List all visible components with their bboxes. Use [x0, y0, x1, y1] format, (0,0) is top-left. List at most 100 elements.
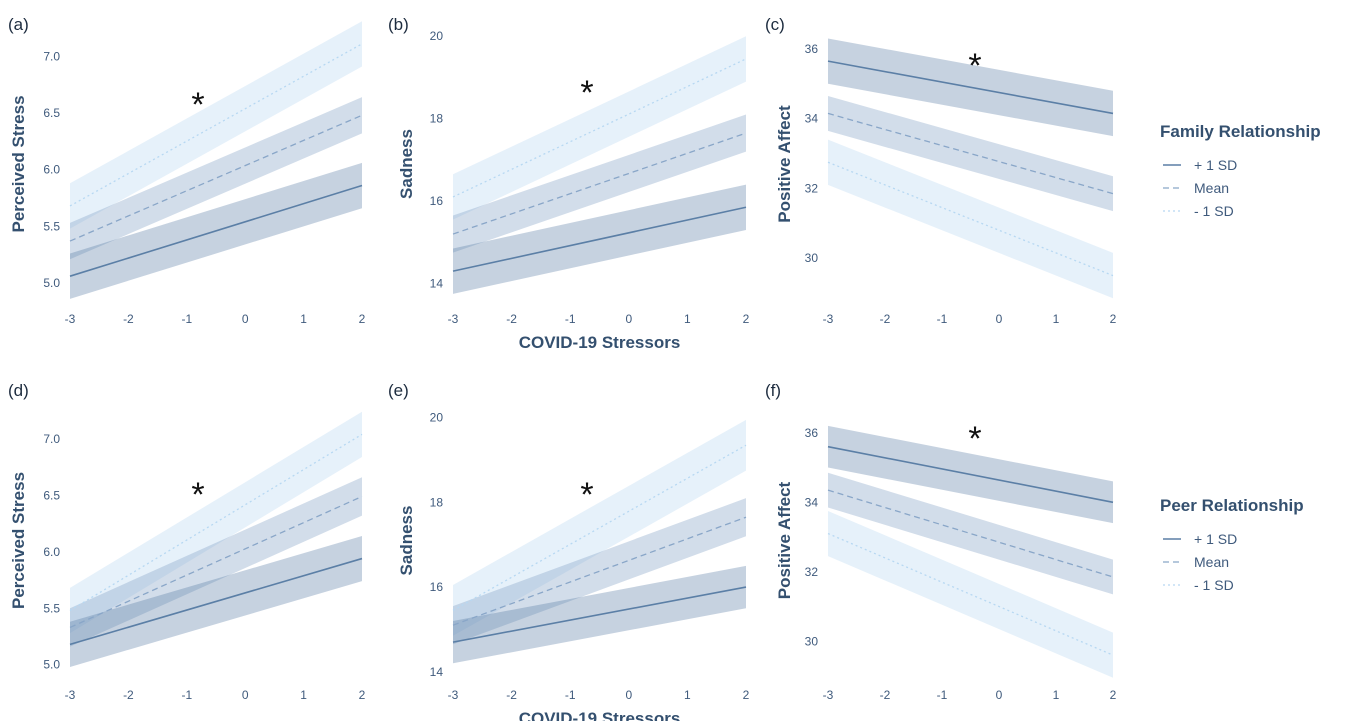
- x-tick-label: 1: [300, 312, 307, 326]
- confidence-band-mean: [70, 97, 362, 260]
- panel-label: (b): [388, 15, 409, 34]
- x-tick-label: 2: [1110, 312, 1117, 326]
- x-tick-label: -2: [880, 312, 891, 326]
- panel-label: (a): [8, 15, 29, 34]
- series-line-high: [827, 445, 1114, 504]
- legend-item-label: + 1 SD: [1194, 157, 1237, 173]
- y-tick-label: 7.0: [43, 49, 60, 63]
- y-axis-label: Sadness: [397, 129, 416, 199]
- y-tick-label: 18: [430, 112, 444, 126]
- y-tick-label: 6.5: [43, 106, 60, 120]
- panel-label: (d): [8, 381, 29, 400]
- series-line-low: [827, 161, 1114, 277]
- panel-f: -3 -2 -1 0 1 2 30 32 34 36 Positive Affect (f) *: [765, 381, 1117, 702]
- series-line-high: [452, 206, 747, 272]
- y-tick-label: 7.0: [43, 432, 60, 446]
- x-tick-label: 2: [743, 312, 750, 326]
- series-line-low: [69, 433, 363, 612]
- x-tick-label: -1: [937, 688, 948, 702]
- y-tick-label: 5.5: [43, 219, 60, 233]
- x-tick-label: -3: [823, 688, 834, 702]
- x-tick-label: 1: [1053, 688, 1060, 702]
- x-tick-label: 0: [996, 312, 1003, 326]
- y-tick-label: 32: [805, 181, 819, 195]
- significance-star: *: [191, 86, 204, 124]
- y-tick-label: 16: [430, 580, 444, 594]
- legend-item-label: Mean: [1194, 180, 1229, 196]
- y-tick-label: 18: [430, 495, 444, 509]
- x-tick-label: -3: [65, 312, 76, 326]
- confidence-band-mean: [828, 472, 1113, 595]
- legend-item-label: - 1 SD: [1194, 203, 1234, 219]
- y-tick-label: 36: [805, 42, 819, 56]
- x-axis-label: COVID-19 Stressors: [519, 709, 681, 721]
- x-tick-label: 0: [242, 688, 249, 702]
- x-tick-label: -2: [880, 688, 891, 702]
- panel-label: (c): [765, 15, 785, 34]
- series-line-mean: [69, 495, 363, 629]
- series-line-high: [827, 60, 1114, 115]
- y-tick-label: 6.0: [43, 163, 60, 177]
- confidence-band-low: [828, 139, 1113, 299]
- y-tick-label: 14: [430, 277, 444, 291]
- y-axis-label: Positive Affect: [775, 481, 794, 599]
- x-tick-label: 2: [359, 688, 366, 702]
- legend-title: Family Relationship: [1160, 122, 1321, 141]
- x-tick-label: -3: [823, 312, 834, 326]
- panel-c: -3 -2 -1 0 1 2 30 32 34 36 Positive Affect (c) *: [765, 15, 1117, 326]
- significance-star: *: [968, 47, 981, 85]
- x-tick-label: 1: [684, 312, 691, 326]
- y-tick-label: 5.5: [43, 601, 60, 615]
- y-tick-label: 30: [805, 251, 819, 265]
- y-tick-label: 30: [805, 634, 819, 648]
- x-tick-label: 0: [996, 688, 1003, 702]
- significance-star: *: [580, 74, 593, 112]
- x-tick-label: 1: [1053, 312, 1060, 326]
- legend-item-label: Mean: [1194, 554, 1229, 570]
- panel-label: (e): [388, 381, 409, 400]
- legend-item-label: + 1 SD: [1194, 531, 1237, 547]
- series-line-low: [452, 444, 747, 611]
- x-tick-label: 0: [625, 312, 632, 326]
- panel-label: (f): [765, 381, 781, 400]
- x-tick-label: 2: [359, 312, 366, 326]
- legend-family: Family Relationship + 1 SD Mean - 1 SD: [1160, 122, 1321, 219]
- x-tick-label: 2: [1110, 688, 1117, 702]
- legend-item-label: - 1 SD: [1194, 577, 1234, 593]
- y-tick-label: 6.0: [43, 545, 60, 559]
- x-tick-label: -2: [506, 312, 517, 326]
- y-tick-label: 32: [805, 565, 819, 579]
- series-line-high: [69, 184, 363, 277]
- x-tick-label: -3: [448, 688, 459, 702]
- y-tick-label: 34: [805, 495, 819, 509]
- x-tick-label: -3: [448, 312, 459, 326]
- y-axis-label: Positive Affect: [775, 105, 794, 223]
- x-tick-label: -2: [123, 688, 134, 702]
- x-tick-label: -1: [181, 688, 192, 702]
- legend-title: Peer Relationship: [1160, 496, 1304, 515]
- x-tick-label: 2: [743, 688, 750, 702]
- x-tick-label: -1: [937, 312, 948, 326]
- x-axis-label: COVID-19 Stressors: [519, 333, 681, 352]
- confidence-band-mean: [453, 498, 746, 645]
- significance-star: *: [968, 420, 981, 458]
- significance-star: *: [191, 476, 204, 514]
- series-line-high: [69, 557, 363, 646]
- series-line-low: [827, 532, 1114, 656]
- x-tick-label: -3: [65, 688, 76, 702]
- confidence-band-mean: [828, 96, 1113, 212]
- series-line-high: [452, 586, 747, 643]
- y-tick-label: 20: [430, 29, 444, 43]
- x-tick-label: -1: [565, 688, 576, 702]
- x-tick-label: 0: [625, 688, 632, 702]
- y-tick-label: 5.0: [43, 658, 60, 672]
- x-tick-label: 0: [242, 312, 249, 326]
- y-tick-label: 16: [430, 194, 444, 208]
- confidence-band-low: [828, 510, 1113, 678]
- x-tick-label: -2: [123, 312, 134, 326]
- series-line-low: [69, 43, 363, 207]
- panel-a: -3 -2 -1 0 1 2 5.0 5.5 6.0 6.5 7.0 Perceived Stress…: [8, 15, 366, 326]
- y-tick-label: 14: [430, 665, 444, 679]
